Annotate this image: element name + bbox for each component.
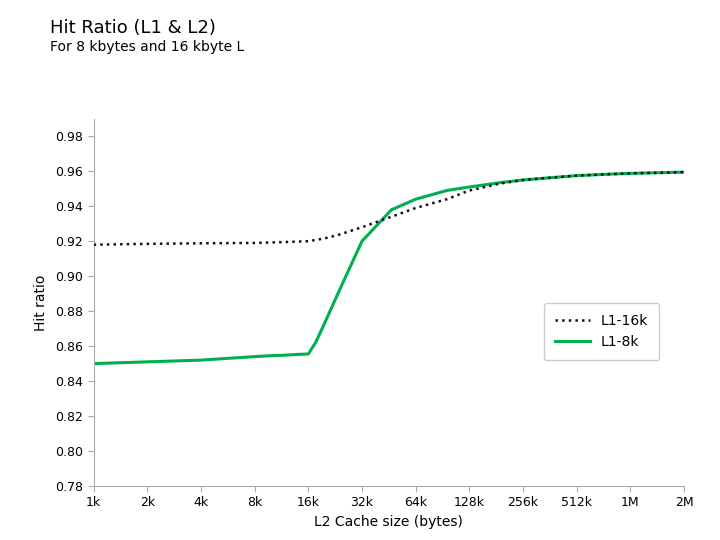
Y-axis label: Hit ratio: Hit ratio: [35, 274, 48, 330]
L1-16k: [411, 205, 420, 211]
L1-8k: [603, 171, 612, 178]
L1-16k: [603, 171, 612, 178]
L1-16k: [626, 170, 634, 177]
L1-16k: [89, 241, 98, 248]
L1-8k: [518, 177, 527, 183]
L1-8k: [465, 184, 474, 190]
L1-8k: [311, 339, 320, 346]
Legend: L1-16k, L1-8k: L1-16k, L1-8k: [544, 303, 660, 360]
L1-16k: [550, 174, 559, 180]
L1-16k: [680, 169, 688, 176]
L1-16k: [657, 170, 666, 176]
L1-16k: [197, 240, 205, 247]
L1-8k: [550, 174, 559, 180]
L1-16k: [496, 180, 505, 187]
L1-16k: [304, 238, 312, 245]
Text: For 8 kbytes and 16 kbyte L: For 8 kbytes and 16 kbyte L: [50, 40, 245, 55]
L1-16k: [143, 241, 152, 247]
L1-16k: [251, 240, 259, 246]
L1-8k: [626, 170, 634, 177]
L1-8k: [657, 170, 666, 176]
L1-8k: [443, 187, 451, 194]
L1-16k: [333, 232, 342, 238]
L1-8k: [387, 206, 396, 213]
L1-16k: [280, 239, 289, 245]
L1-16k: [320, 235, 328, 242]
Line: L1-16k: L1-16k: [94, 172, 684, 245]
L1-8k: [358, 238, 366, 245]
L1-8k: [89, 360, 98, 367]
L1-8k: [320, 322, 328, 328]
L1-16k: [387, 213, 396, 220]
L1-8k: [292, 351, 300, 357]
L1-8k: [572, 172, 581, 179]
Text: Hit Ratio (L1 & L2): Hit Ratio (L1 & L2): [50, 19, 216, 37]
L1-8k: [333, 291, 342, 297]
L1-16k: [443, 196, 451, 202]
L1-8k: [680, 169, 688, 176]
L1-16k: [518, 177, 527, 183]
Line: L1-8k: L1-8k: [94, 172, 684, 363]
L1-8k: [143, 359, 152, 365]
L1-8k: [280, 352, 289, 359]
L1-8k: [251, 353, 259, 360]
L1-8k: [266, 353, 274, 359]
L1-16k: [358, 224, 366, 231]
L1-8k: [197, 357, 205, 363]
L1-16k: [465, 187, 474, 194]
L1-8k: [496, 179, 505, 186]
L1-8k: [411, 196, 420, 202]
X-axis label: L2 Cache size (bytes): L2 Cache size (bytes): [315, 515, 463, 529]
L1-16k: [572, 172, 581, 179]
L1-8k: [304, 351, 312, 357]
